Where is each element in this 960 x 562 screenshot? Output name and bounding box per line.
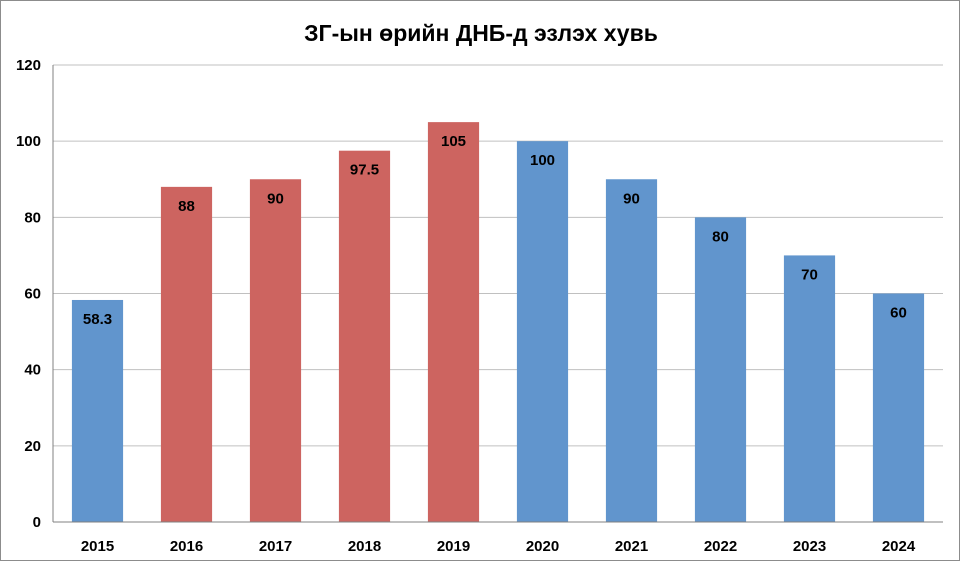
x-category-label: 2018 <box>348 538 381 555</box>
x-axis-categories: 2015 2016 2017 2018 2019 2020 2021 2022 2023 2024 <box>81 538 916 555</box>
data-label-2021: 90 <box>623 190 640 207</box>
x-category-label: 2020 <box>526 538 559 555</box>
bar-2015 <box>71 299 124 522</box>
data-label-2020: 100 <box>530 152 555 169</box>
bar-2016 <box>160 186 213 522</box>
data-label-2023: 70 <box>801 266 818 283</box>
bar-2020 <box>516 141 569 522</box>
data-label-2015: 58.3 <box>83 311 112 328</box>
y-tick-label: 60 <box>24 286 41 303</box>
x-category-label: 2017 <box>259 538 292 555</box>
x-category-label: 2019 <box>437 538 470 555</box>
bar-2021 <box>605 179 658 522</box>
x-category-label: 2023 <box>793 538 826 555</box>
x-category-label: 2015 <box>81 538 114 555</box>
x-category-label: 2024 <box>882 538 916 555</box>
x-category-label: 2021 <box>615 538 648 555</box>
y-axis-ticks: 0 20 40 60 80 100 120 <box>16 57 41 531</box>
data-label-2017: 90 <box>267 190 284 207</box>
y-tick-label: 0 <box>33 514 41 531</box>
y-tick-label: 120 <box>16 57 41 74</box>
data-label-2016: 88 <box>178 198 195 215</box>
bar-2017 <box>249 179 302 522</box>
bar-2018 <box>338 150 391 522</box>
bars <box>71 122 925 523</box>
data-label-2019: 105 <box>441 133 466 150</box>
y-tick-label: 20 <box>24 438 41 455</box>
data-labels: 58.3 88 90 97.5 105 100 90 80 70 60 <box>83 133 907 328</box>
x-category-label: 2016 <box>170 538 203 555</box>
bar-2019 <box>427 122 480 522</box>
data-label-2024: 60 <box>890 305 907 322</box>
data-label-2022: 80 <box>712 228 729 245</box>
bar-2024 <box>872 293 925 522</box>
data-label-2018: 97.5 <box>350 162 379 179</box>
y-tick-label: 100 <box>16 133 41 150</box>
bar-2023 <box>783 255 836 522</box>
y-tick-label: 80 <box>24 209 41 226</box>
bar-2022 <box>694 217 747 523</box>
chart-title: ЗГ-ын өрийн ДНБ-д эзлэх хувь <box>304 20 658 46</box>
x-category-label: 2022 <box>704 538 737 555</box>
y-tick-label: 40 <box>24 362 41 379</box>
